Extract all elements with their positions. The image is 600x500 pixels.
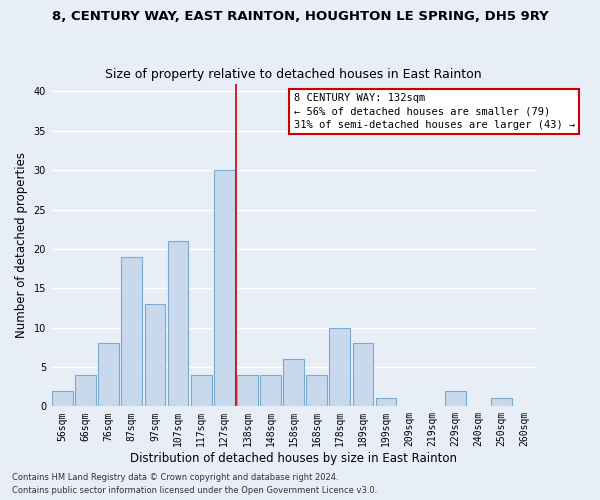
Y-axis label: Number of detached properties: Number of detached properties — [15, 152, 28, 338]
Text: 8 CENTURY WAY: 132sqm
← 56% of detached houses are smaller (79)
31% of semi-deta: 8 CENTURY WAY: 132sqm ← 56% of detached … — [293, 93, 575, 130]
Bar — [75, 375, 96, 406]
Bar — [260, 375, 281, 406]
Bar — [167, 241, 188, 406]
Bar — [491, 398, 512, 406]
Bar — [329, 328, 350, 406]
Bar — [237, 375, 258, 406]
Bar — [214, 170, 235, 406]
Bar — [145, 304, 166, 406]
Bar — [353, 344, 373, 406]
Bar — [98, 344, 119, 406]
Text: 8, CENTURY WAY, EAST RAINTON, HOUGHTON LE SPRING, DH5 9RY: 8, CENTURY WAY, EAST RAINTON, HOUGHTON L… — [52, 10, 548, 23]
X-axis label: Distribution of detached houses by size in East Rainton: Distribution of detached houses by size … — [130, 452, 457, 465]
Bar — [121, 257, 142, 406]
Bar — [52, 390, 73, 406]
Bar — [306, 375, 327, 406]
Bar — [445, 390, 466, 406]
Bar — [283, 359, 304, 406]
Bar — [376, 398, 397, 406]
Title: Size of property relative to detached houses in East Rainton: Size of property relative to detached ho… — [105, 68, 482, 81]
Bar — [191, 375, 212, 406]
Text: Contains HM Land Registry data © Crown copyright and database right 2024.
Contai: Contains HM Land Registry data © Crown c… — [12, 474, 377, 495]
